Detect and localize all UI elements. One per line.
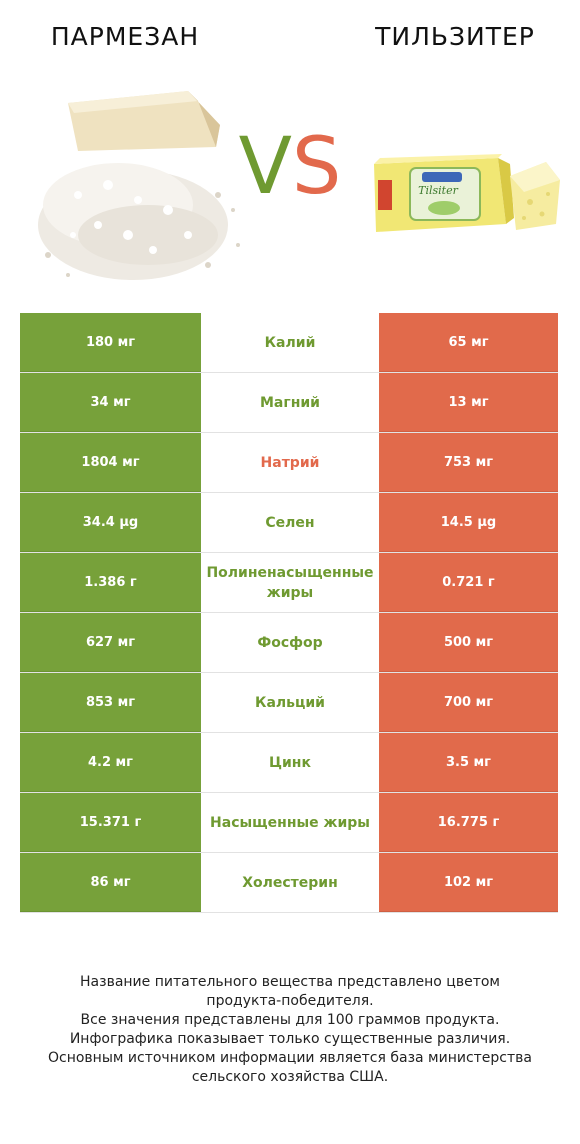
right-value: 16.775 г (379, 793, 558, 852)
table-row: 15.371 г Насыщенные жиры 16.775 г (20, 793, 558, 853)
parmesan-image (38, 91, 240, 280)
table-row: 34 мг Магний 13 мг (20, 373, 558, 433)
footer-line: Основным источником информации является … (48, 1050, 532, 1066)
left-value: 627 мг (20, 613, 201, 672)
nutrient-name: Насыщенные жиры (201, 793, 379, 852)
right-value: 102 мг (379, 853, 558, 912)
right-value: 3.5 мг (379, 733, 558, 792)
nutrient-name: Фосфор (201, 613, 379, 672)
left-value: 853 мг (20, 673, 201, 732)
nutrient-name: Магний (201, 373, 379, 432)
table-row: 1804 мг Натрий 753 мг (20, 433, 558, 493)
left-value: 180 мг (20, 313, 201, 372)
nutrient-name: Калий (201, 313, 379, 372)
footer-line: Название питательного вещества представл… (80, 974, 500, 990)
right-value: 0.721 г (379, 553, 558, 612)
tilsiter-image: Tilsiter (374, 154, 560, 232)
right-value: 65 мг (379, 313, 558, 372)
left-value: 86 мг (20, 853, 201, 912)
vs-v-letter: V (238, 122, 292, 212)
footer-notes: Название питательного вещества представл… (0, 973, 580, 1087)
footer-line: Инфографика показывает только существенн… (69, 1031, 511, 1047)
right-value: 500 мг (379, 613, 558, 672)
left-value: 34 мг (20, 373, 201, 432)
right-value: 700 мг (379, 673, 558, 732)
nutrient-name: Холестерин (201, 853, 379, 912)
left-value: 15.371 г (20, 793, 201, 852)
left-value: 1.386 г (20, 553, 201, 612)
footer-line: Все значения представлены для 100 граммо… (80, 1012, 500, 1028)
left-value: 34.4 µg (20, 493, 201, 552)
comparison-table: 180 мг Калий 65 мг 34 мг Магний 13 мг 1804 мг Н… (20, 313, 558, 913)
table-row: 1.386 г Полиненасыщенные жиры 0.721 г (20, 553, 558, 613)
right-value: 13 мг (379, 373, 558, 432)
nutrient-name: Полиненасыщенные жиры (201, 553, 379, 612)
nutrient-name: Цинк (201, 733, 379, 792)
table-row: 627 мг Фосфор 500 мг (20, 613, 558, 673)
right-value: 753 мг (379, 433, 558, 492)
nutrient-name: Натрий (201, 433, 379, 492)
table-row: 4.2 мг Цинк 3.5 мг (20, 733, 558, 793)
table-row: 34.4 µg Селен 14.5 µg (20, 493, 558, 553)
footer-line: сельского хозяйства США. (191, 1069, 389, 1085)
table-row: 180 мг Калий 65 мг (20, 313, 558, 373)
footer-line: продукта-победителя. (206, 993, 374, 1009)
tilsiter-package-label: Tilsiter (418, 184, 458, 197)
left-value: 1804 мг (20, 433, 201, 492)
table-row: 853 мг Кальций 700 мг (20, 673, 558, 733)
vs-label: VS (225, 128, 355, 206)
left-product-title: ПАРМЕЗАН (50, 22, 200, 51)
right-value: 14.5 µg (379, 493, 558, 552)
right-product-title: ТИЛЬЗИТЕР (375, 22, 535, 51)
nutrient-name: Кальций (201, 673, 379, 732)
vs-s-letter: S (291, 122, 342, 212)
table-row: 86 мг Холестерин 102 мг (20, 853, 558, 913)
nutrient-name: Селен (201, 493, 379, 552)
left-value: 4.2 мг (20, 733, 201, 792)
